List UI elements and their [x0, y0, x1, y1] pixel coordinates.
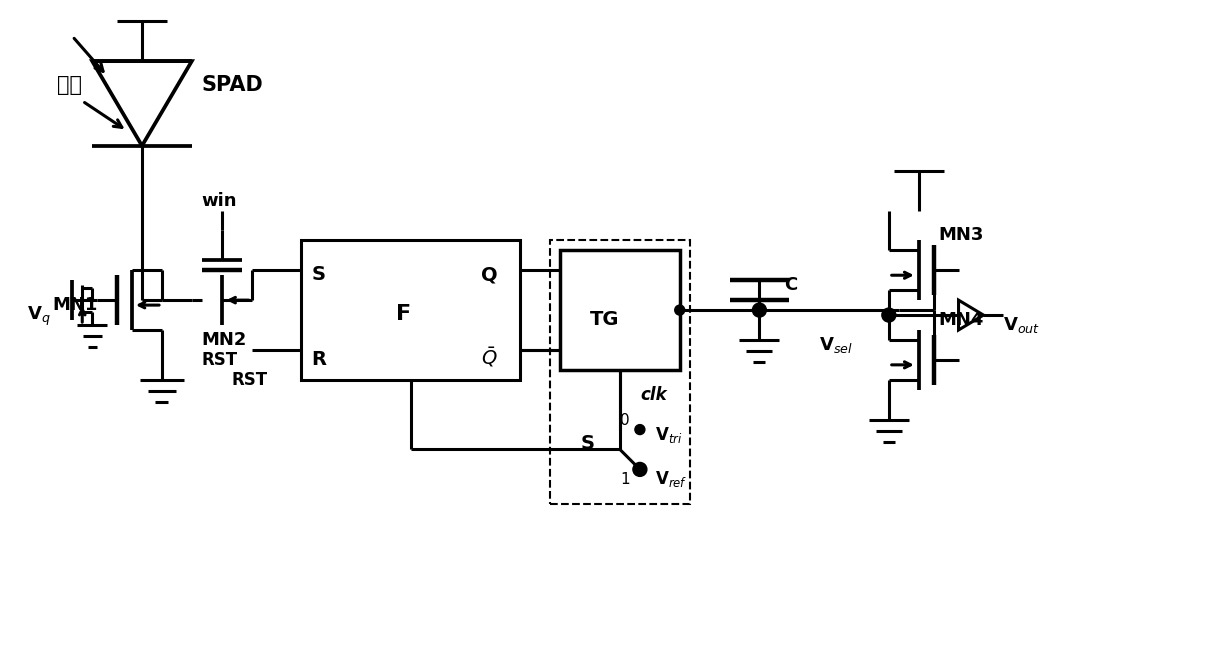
Text: 0: 0: [620, 412, 630, 428]
Text: TG: TG: [590, 310, 620, 329]
Text: F: F: [396, 304, 411, 324]
Circle shape: [633, 463, 647, 477]
Text: RST: RST: [231, 371, 268, 389]
Text: 1: 1: [620, 473, 630, 487]
Text: MN4: MN4: [938, 311, 984, 329]
Circle shape: [635, 424, 645, 434]
Text: MN1: MN1: [53, 296, 97, 314]
Text: 光子: 光子: [58, 75, 82, 95]
Text: clk: clk: [640, 385, 667, 404]
Text: V$_q$: V$_q$: [27, 305, 52, 328]
Text: C: C: [785, 276, 797, 294]
Text: V$_{ref}$: V$_{ref}$: [654, 469, 688, 489]
Text: V$_{sel}$: V$_{sel}$: [819, 335, 854, 355]
Text: SPAD: SPAD: [202, 75, 263, 95]
Text: RST: RST: [202, 351, 237, 369]
Text: V$_{out}$: V$_{out}$: [1004, 315, 1041, 335]
Text: MN2: MN2: [202, 331, 247, 349]
Circle shape: [753, 303, 766, 317]
Text: R: R: [311, 350, 326, 369]
Circle shape: [882, 308, 895, 322]
Text: MN3: MN3: [938, 226, 984, 244]
Bar: [550, 240, 690, 504]
Text: S: S: [581, 434, 594, 453]
Text: win: win: [202, 191, 237, 209]
Bar: [560, 250, 680, 370]
Text: V$_{tri}$: V$_{tri}$: [654, 424, 683, 445]
Text: S: S: [311, 265, 325, 284]
Bar: [301, 240, 520, 380]
Text: $\bar{Q}$: $\bar{Q}$: [481, 345, 497, 370]
Circle shape: [675, 305, 685, 315]
Text: Q: Q: [481, 265, 497, 284]
